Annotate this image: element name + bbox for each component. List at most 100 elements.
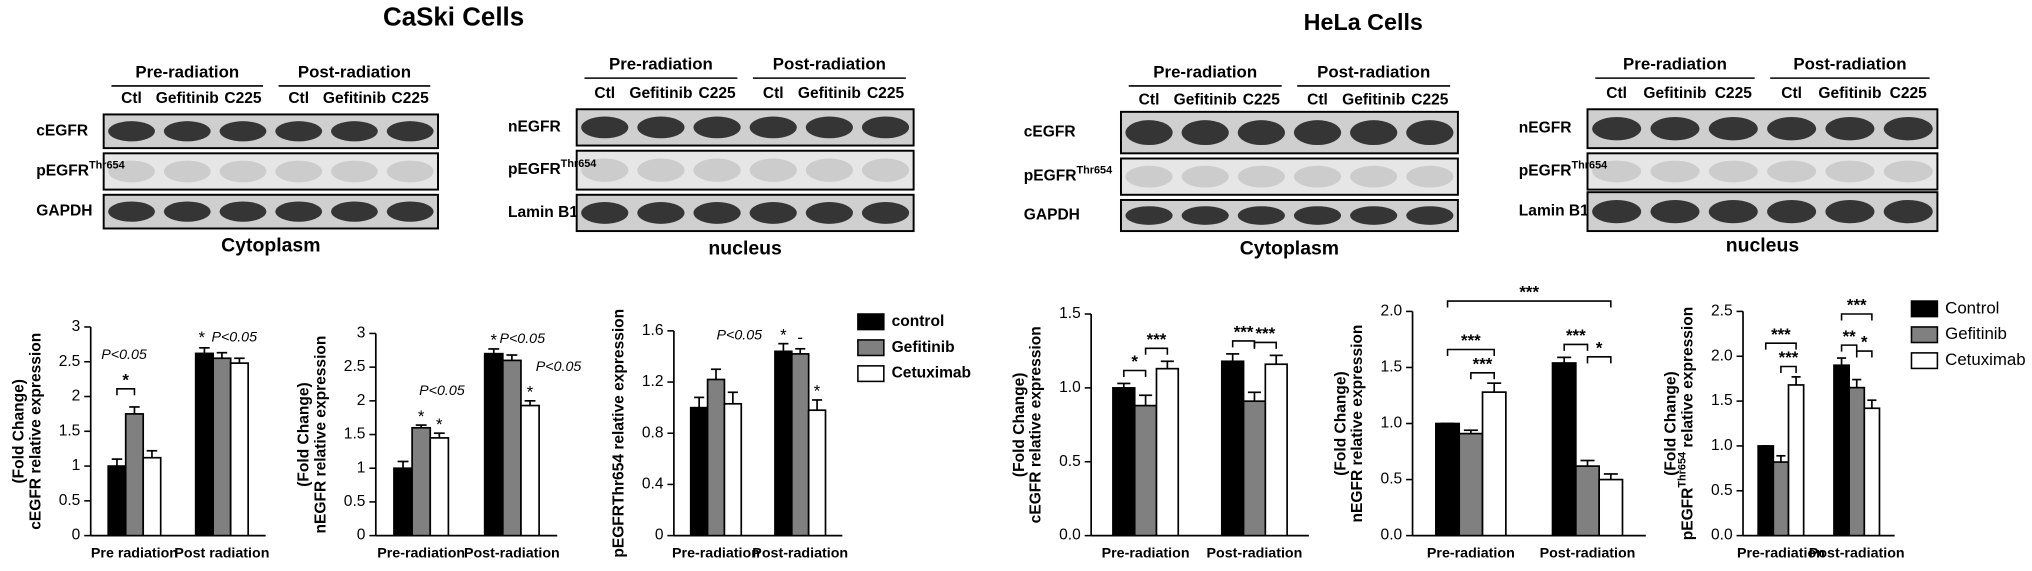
band bbox=[1767, 199, 1817, 224]
text-segment: nEGFR bbox=[1519, 120, 1572, 137]
band bbox=[637, 202, 685, 224]
panel-title: HeLa Cells bbox=[1304, 9, 1423, 35]
lane-label: Gefitinib bbox=[798, 85, 861, 102]
y-tick-label: 1 bbox=[72, 457, 81, 474]
row-label: cEGFR bbox=[1024, 124, 1076, 141]
lane-label: Ctl bbox=[594, 85, 615, 102]
y-axis-label: (Fold Change) bbox=[1011, 373, 1028, 478]
annotation: * bbox=[490, 331, 497, 350]
annotation: ** bbox=[1843, 327, 1857, 346]
row-label: nEGFR bbox=[508, 119, 561, 136]
band bbox=[1350, 206, 1398, 225]
lane-label: Gefitinib bbox=[1643, 85, 1706, 102]
x-tick-label: Pre-radiation bbox=[1427, 546, 1515, 562]
bar bbox=[124, 413, 145, 537]
band bbox=[1592, 117, 1642, 141]
band bbox=[1237, 165, 1285, 188]
text-segment: cEGFR bbox=[36, 122, 88, 139]
band bbox=[163, 201, 211, 222]
bar bbox=[107, 465, 127, 537]
y-tick-label: 2 bbox=[357, 392, 366, 409]
panel-title: CaSki Cells bbox=[383, 3, 524, 31]
lane-label: C225 bbox=[224, 90, 262, 107]
bar bbox=[706, 378, 726, 537]
significance-bracket bbox=[1764, 342, 1797, 350]
band bbox=[805, 116, 853, 139]
lane-label: C225 bbox=[392, 90, 430, 107]
y-axis-label: (Fold Change) bbox=[1663, 371, 1680, 476]
bar bbox=[790, 353, 810, 537]
y-tick-label: 0.5 bbox=[1711, 482, 1733, 499]
lane-label: C225 bbox=[1890, 85, 1928, 102]
band bbox=[275, 160, 323, 183]
bar bbox=[723, 402, 743, 537]
lane-label: Ctl bbox=[288, 90, 309, 107]
text-segment: nEGFR relative expression bbox=[1349, 325, 1366, 523]
y-tick-label: 2 bbox=[72, 388, 81, 405]
blot-strip bbox=[102, 193, 439, 230]
blot-strip bbox=[102, 152, 439, 191]
text-segment: (Fold Change) bbox=[296, 382, 313, 487]
y-axis-label: (Fold Change) bbox=[11, 379, 28, 484]
group-label: Pre-radiation bbox=[1153, 62, 1257, 81]
bar bbox=[1863, 407, 1881, 537]
band bbox=[749, 116, 797, 139]
blot-strip bbox=[1586, 191, 1939, 233]
y-tick-label: 1.5 bbox=[1381, 359, 1403, 376]
band bbox=[1883, 160, 1933, 183]
x-tick-label: Pre radiation bbox=[91, 546, 178, 562]
bar bbox=[1458, 432, 1484, 537]
bar bbox=[483, 352, 504, 537]
legend-swatch bbox=[1910, 300, 1939, 318]
significance-bracket bbox=[1855, 350, 1873, 358]
y-tick-label: 0 bbox=[357, 527, 366, 544]
blot-caption: nucleus bbox=[708, 237, 781, 259]
band bbox=[386, 201, 434, 222]
band bbox=[1125, 165, 1173, 188]
lane-label: Ctl bbox=[1139, 91, 1160, 108]
x-tick-label: Post-radiation bbox=[1207, 546, 1303, 562]
band bbox=[1883, 117, 1933, 141]
band bbox=[1708, 199, 1758, 224]
bar bbox=[1264, 363, 1288, 537]
annotation: - bbox=[797, 328, 803, 347]
band bbox=[163, 160, 211, 183]
row-label: pEGFRThr654 bbox=[1519, 159, 1607, 179]
lane-label: C225 bbox=[1243, 91, 1281, 108]
bar bbox=[142, 456, 162, 537]
band bbox=[637, 158, 685, 182]
band bbox=[637, 116, 685, 139]
y-tick-label: 0.5 bbox=[1381, 471, 1403, 488]
annotation: * bbox=[780, 325, 787, 344]
bar bbox=[429, 437, 450, 537]
lane-label: Ctl bbox=[1781, 85, 1802, 102]
row-label: pEGFRThr654 bbox=[508, 158, 596, 178]
significance-bracket bbox=[1840, 344, 1858, 352]
band bbox=[1767, 160, 1817, 183]
band bbox=[1592, 160, 1642, 183]
group-label: Post-radiation bbox=[773, 55, 886, 74]
text-segment: pEGFR bbox=[508, 161, 561, 178]
annotation: *** bbox=[1519, 283, 1539, 302]
group-label: Post-radiation bbox=[1317, 62, 1430, 81]
band bbox=[1825, 199, 1875, 224]
text-segment: cEGFR relative expression bbox=[27, 333, 44, 530]
band bbox=[1237, 206, 1285, 225]
band bbox=[693, 158, 741, 182]
text-segment: pEGFR bbox=[1680, 488, 1697, 541]
text-segment: GAPDH bbox=[1024, 207, 1080, 224]
bar bbox=[1481, 391, 1507, 537]
annotation: *** bbox=[1147, 330, 1167, 349]
y-tick-label: 2.5 bbox=[1711, 303, 1733, 320]
x-tick-label: Pre-radiation bbox=[672, 546, 760, 562]
annotation: *** bbox=[1779, 348, 1799, 367]
y-tick-label: 2.0 bbox=[1381, 303, 1403, 320]
legend-swatch bbox=[1910, 326, 1939, 344]
lane-label: Ctl bbox=[763, 85, 784, 102]
band bbox=[108, 160, 155, 183]
band bbox=[861, 158, 910, 182]
bar bbox=[1155, 367, 1180, 537]
significance-bracket bbox=[1253, 341, 1277, 349]
annotation: * bbox=[814, 382, 821, 401]
band bbox=[1181, 206, 1229, 225]
